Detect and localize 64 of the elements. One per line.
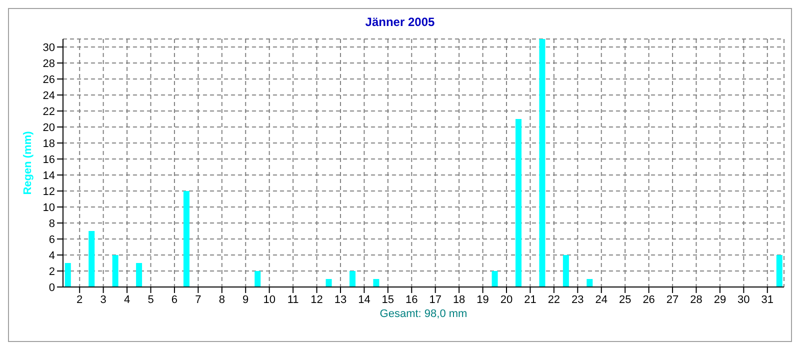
y-tick-label: 26: [42, 74, 55, 86]
y-tick-label: 20: [42, 122, 55, 134]
y-tick-label: 22: [42, 106, 55, 118]
x-tick-label: 9: [242, 294, 249, 306]
x-tick-label: 27: [666, 294, 679, 306]
x-tick-label: 10: [263, 294, 276, 306]
y-tick-label: 14: [42, 170, 55, 182]
y-axis-title: Regen (mm): [22, 130, 34, 195]
bar: [112, 255, 118, 287]
x-tick-label: 23: [572, 294, 584, 306]
x-tick-label: 24: [595, 294, 608, 306]
x-tick-label: 12: [310, 294, 323, 306]
y-tick-label: 30: [42, 42, 55, 54]
y-tick-label: 2: [48, 266, 55, 278]
x-tick-label: 28: [690, 294, 702, 306]
x-tick-label: 20: [500, 294, 513, 306]
y-tick-label: 6: [48, 234, 55, 246]
x-tick-label: 15: [382, 294, 394, 306]
x-tick-label: 25: [618, 294, 632, 306]
x-tick-label: 19: [476, 294, 489, 306]
bar: [776, 255, 782, 287]
x-tick-label: 13: [334, 294, 347, 306]
x-tick-label: 3: [100, 294, 106, 306]
x-tick-label: 31: [761, 294, 774, 306]
x-tick-label: 18: [452, 294, 466, 306]
chart-title: Jänner 2005: [364, 14, 436, 31]
y-tick-label: 12: [42, 186, 55, 198]
bar: [586, 279, 593, 287]
bar: [183, 191, 190, 287]
bar: [88, 231, 95, 287]
bar: [254, 271, 261, 287]
bar: [373, 279, 380, 287]
x-tick-label: 5: [148, 294, 154, 306]
x-tick-label: 21: [524, 294, 536, 306]
x-tick-label: 6: [171, 294, 178, 306]
x-tick-label: 8: [218, 294, 225, 306]
x-tick-label: 7: [195, 294, 202, 306]
x-tick-label: 29: [714, 294, 726, 306]
y-tick-label: 8: [48, 218, 55, 230]
bar: [516, 119, 522, 287]
x-tick-label: 4: [124, 294, 130, 306]
x-tick-label: 22: [548, 294, 560, 306]
bar: [562, 255, 569, 287]
x-tick-label: 26: [642, 294, 655, 306]
x-axis-title: Gesamt: 98,0 mm: [380, 308, 468, 320]
y-tick-label: 18: [42, 138, 55, 150]
bar: [136, 263, 142, 287]
y-tick-label: 24: [42, 90, 55, 102]
x-tick-label: 2: [76, 294, 83, 306]
y-tick-label: 4: [48, 250, 55, 262]
x-tick-label: 14: [358, 294, 370, 306]
bar: [492, 271, 498, 287]
bar: [64, 263, 71, 287]
y-tick-label: 16: [42, 154, 55, 166]
x-tick-label: 16: [406, 294, 418, 306]
y-tick-label: 28: [42, 58, 55, 70]
y-tick-label: 0: [48, 282, 55, 294]
bar: [349, 271, 356, 287]
x-tick-label: 17: [429, 294, 442, 306]
x-tick-label: 30: [738, 294, 750, 306]
bar: [326, 279, 332, 287]
x-tick-label: 11: [287, 294, 299, 306]
y-tick-label: 10: [42, 202, 55, 214]
bar: [539, 39, 546, 287]
